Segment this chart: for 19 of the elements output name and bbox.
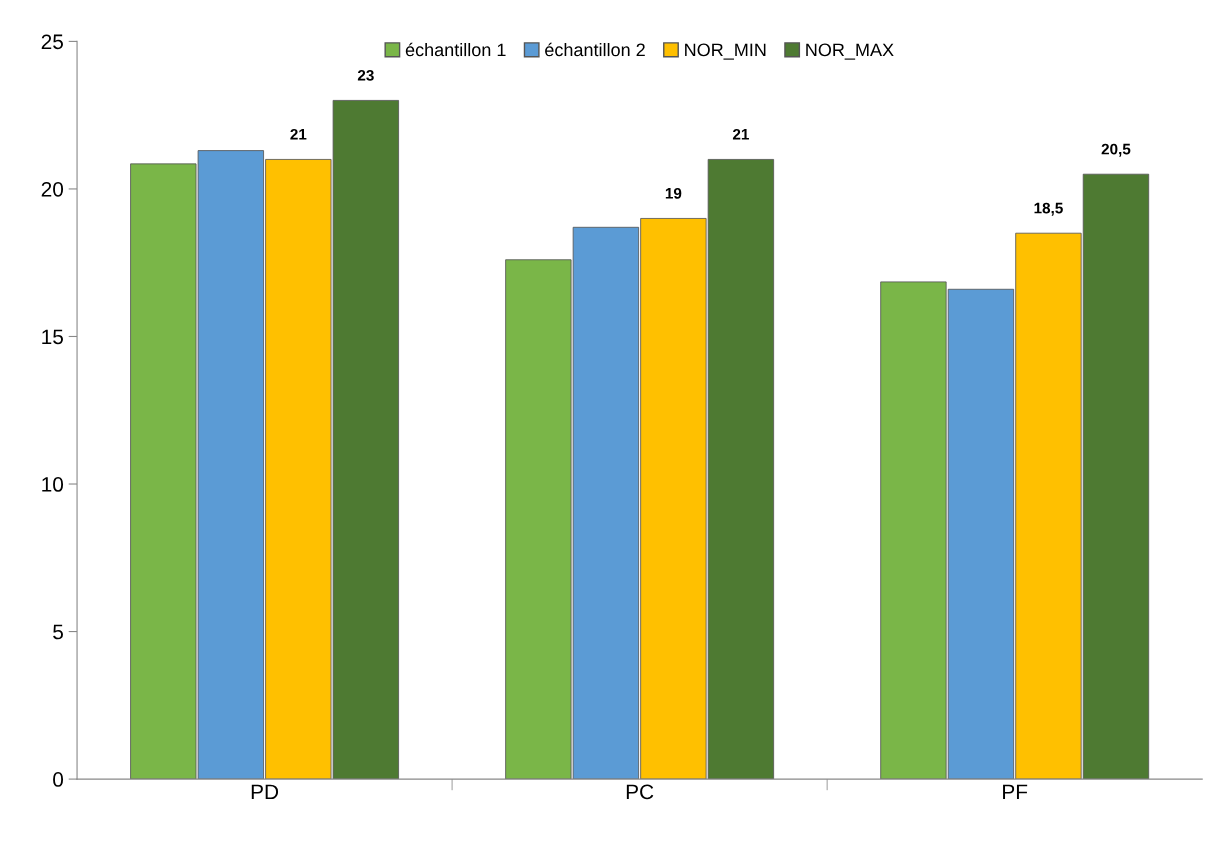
x-tick-label: PF [1003,784,1028,800]
data-label: 23 [357,69,374,81]
x-tick-label: PD [251,784,279,800]
y-tick-label: 25 [41,34,63,50]
legend-label: NOR_MAX [806,43,894,60]
y-tick-label: 10 [42,477,64,492]
y-tick-label: 5 [53,624,63,640]
y-tick-label: 15 [42,329,63,345]
legend-label: NOR_MIN [685,43,766,60]
data-label: 19 [665,187,682,199]
data-label: 20,5 [1101,143,1131,157]
y-tick-label: 0 [53,772,64,787]
x-tick-label: PC [626,784,654,800]
data-label: 18,5 [1034,202,1063,216]
legend-label: échantillon 2 [545,42,645,57]
legend-label: échantillon 1 [405,42,506,57]
y-tick-label: 20 [41,181,64,197]
data-label: 21 [290,128,307,140]
data-label: 21 [732,128,749,140]
